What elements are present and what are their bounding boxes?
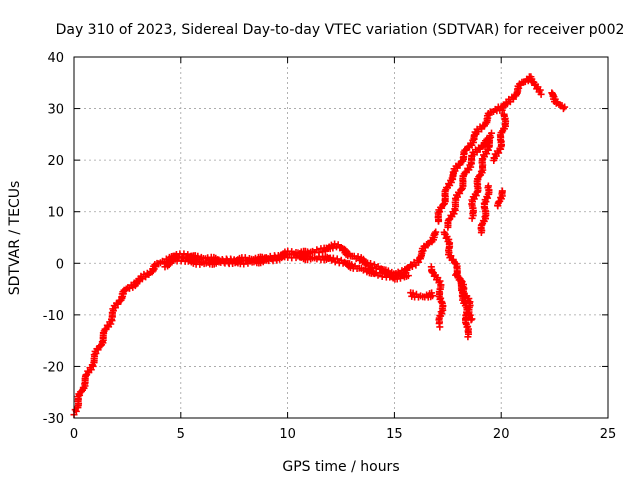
x-tick-label: 25 — [600, 427, 617, 442]
series-10 — [407, 289, 437, 301]
y-tick-label: 0 — [56, 257, 64, 272]
data-point — [329, 244, 337, 252]
data-point — [179, 254, 187, 262]
data-point — [468, 315, 476, 323]
y-axis-label: SDTVAR / TECUs — [7, 181, 23, 296]
grid — [74, 57, 608, 418]
data-point — [354, 253, 362, 261]
series-7 — [494, 187, 506, 210]
x-tick-label: 5 — [177, 427, 185, 442]
data-point — [464, 333, 472, 341]
data-point — [429, 292, 437, 300]
data-point — [497, 194, 505, 202]
data-point — [408, 262, 416, 270]
data-point — [467, 316, 475, 324]
data-point — [453, 193, 461, 201]
series-2 — [434, 73, 545, 225]
axis-ticks: 0 5 10 15 20 25 -30 -20 -10 0 10 20 30 40 — [43, 51, 617, 442]
data-point — [469, 193, 477, 201]
chart-title: Day 310 of 2023, Sidereal Day-to-day VTE… — [56, 22, 625, 38]
series-12 — [452, 270, 476, 324]
data-point — [468, 214, 476, 222]
x-tick-label: 10 — [279, 427, 296, 442]
data-point — [76, 391, 84, 399]
data-point — [477, 167, 485, 175]
data-point — [478, 227, 486, 235]
data-point — [370, 261, 378, 269]
data-point — [380, 269, 388, 277]
series-3 — [444, 134, 493, 231]
series-5 — [490, 110, 510, 165]
data-point — [92, 349, 100, 357]
data-point — [409, 289, 417, 297]
data-point — [536, 86, 544, 94]
plot-frame — [73, 56, 609, 419]
series-4 — [468, 129, 496, 222]
data-point — [537, 90, 545, 98]
data-point — [404, 272, 412, 280]
y-tick-label: 20 — [47, 154, 64, 169]
x-tick-label: 20 — [493, 427, 510, 442]
y-tick-label: 40 — [47, 51, 64, 66]
data-point — [466, 311, 474, 319]
data-point — [561, 103, 569, 111]
series-1 — [161, 250, 412, 283]
series-6 — [477, 182, 493, 237]
x-axis-label: GPS time / hours — [282, 459, 399, 475]
series-8 — [548, 89, 569, 113]
data-points — [70, 73, 569, 419]
data-point — [421, 244, 429, 252]
y-tick-label: -10 — [43, 309, 64, 324]
series-0 — [70, 228, 440, 419]
data-point — [333, 255, 341, 263]
data-point — [453, 270, 461, 278]
data-point — [494, 201, 502, 209]
data-point — [490, 157, 498, 165]
data-point — [447, 252, 455, 260]
data-point — [436, 208, 444, 216]
data-point — [430, 272, 438, 280]
data-point — [456, 189, 464, 197]
y-tick-label: 30 — [47, 103, 64, 118]
x-tick-label: 15 — [386, 427, 403, 442]
x-tick-label: 0 — [70, 427, 78, 442]
series-9 — [427, 263, 447, 331]
y-tick-label: 10 — [47, 206, 64, 221]
y-tick-label: -30 — [43, 412, 64, 427]
data-point — [367, 260, 375, 268]
data-point — [436, 323, 444, 331]
data-point — [432, 228, 440, 236]
data-point — [462, 146, 470, 154]
y-tick-label: -20 — [43, 360, 64, 375]
series-11 — [440, 228, 473, 341]
